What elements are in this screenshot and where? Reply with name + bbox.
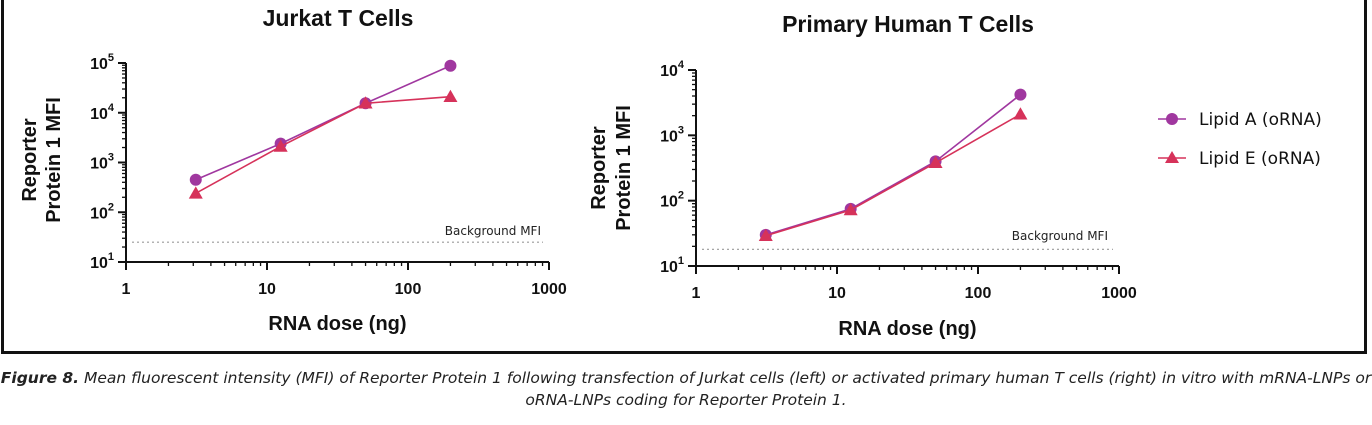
x-tick-label: 1000 bbox=[531, 281, 567, 298]
x-tick-label: 100 bbox=[395, 281, 422, 298]
x-tick-label: 1000 bbox=[1101, 285, 1137, 302]
y-axis-label-line2: Protein 1 MFI bbox=[613, 105, 635, 231]
data-point-lipid-e bbox=[928, 155, 943, 169]
legend-label: Lipid A (oRNA) bbox=[1199, 110, 1322, 130]
data-point-lipid-e bbox=[843, 202, 858, 216]
y-tick-label: 101 bbox=[660, 255, 684, 276]
data-point-lipid-e bbox=[358, 96, 373, 109]
legend-marker-circle bbox=[1166, 113, 1178, 125]
data-point-lipid-a bbox=[1014, 88, 1027, 101]
y-tick-label: 103 bbox=[90, 152, 114, 173]
data-point-lipid-a bbox=[444, 59, 457, 72]
background-mfi-label: Background MFI bbox=[1012, 229, 1108, 243]
x-axis-label: RNA dose (ng) bbox=[268, 313, 406, 335]
chart-title: Primary Human T Cells bbox=[782, 11, 1034, 37]
legend-label: Lipid E (oRNA) bbox=[1199, 149, 1321, 169]
background-mfi-label: Background MFI bbox=[445, 224, 541, 238]
y-tick-label: 104 bbox=[660, 59, 685, 80]
y-tick-label: 104 bbox=[90, 102, 115, 123]
data-point-lipid-a bbox=[189, 173, 202, 186]
series-line-lipid-a bbox=[195, 65, 451, 181]
y-tick-label: 102 bbox=[90, 201, 114, 222]
chart-1: Jurkat T Cells 1 10 100 1000 101 102 103 104 105 R… bbox=[19, 5, 567, 335]
y-axis-label-line1: Reporter bbox=[588, 126, 610, 210]
x-tick-label: 10 bbox=[828, 285, 846, 302]
figure-frame bbox=[1, 0, 1367, 354]
x-axis-label: RNA dose (ng) bbox=[838, 318, 976, 340]
series-line-lipid-e bbox=[195, 95, 451, 195]
caption-text: Mean fluorescent intensity (MFI) of Repo… bbox=[79, 369, 1372, 409]
series-line-lipid-e bbox=[765, 113, 1021, 237]
chart-title: Jurkat T Cells bbox=[263, 5, 414, 31]
y-tick-label: 105 bbox=[90, 52, 114, 73]
data-point-lipid-e bbox=[758, 228, 773, 242]
data-point-lipid-e bbox=[273, 139, 288, 152]
series-line-lipid-a bbox=[765, 93, 1021, 236]
y-tick-label: 101 bbox=[90, 251, 114, 272]
legend: Lipid A (oRNA) Lipid E (oRNA) bbox=[1158, 110, 1322, 169]
y-tick-label: 102 bbox=[660, 190, 684, 211]
x-tick-label: 10 bbox=[258, 281, 276, 298]
data-point-lipid-e bbox=[1013, 107, 1028, 120]
data-point-lipid-e bbox=[188, 186, 203, 199]
caption-label: Figure 8. bbox=[0, 369, 80, 387]
y-axis-label-line2: Protein 1 MFI bbox=[43, 97, 65, 223]
figure-caption: Figure 8. Mean fluorescent intensity (MF… bbox=[0, 367, 1372, 411]
x-tick-label: 1 bbox=[122, 281, 131, 298]
chart-2: Primary Human T Cells 1 10 100 1000 101 102 103… bbox=[588, 11, 1137, 340]
y-axis-label-line1: Reporter bbox=[19, 118, 41, 202]
x-tick-label: 1 bbox=[692, 285, 701, 302]
data-point-lipid-e bbox=[443, 89, 458, 102]
legend-marker-triangle bbox=[1165, 151, 1179, 163]
y-tick-label: 103 bbox=[660, 124, 684, 145]
x-tick-label: 100 bbox=[965, 285, 992, 302]
